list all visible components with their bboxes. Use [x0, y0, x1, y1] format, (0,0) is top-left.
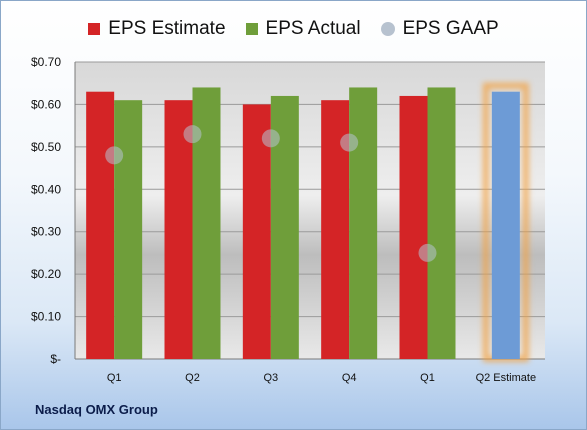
legend-label-actual: EPS Actual	[265, 18, 361, 39]
legend-item-actual: EPS Actual	[245, 18, 361, 40]
y-tick-label: $0.20	[31, 267, 61, 281]
x-tick-label: Q4	[342, 372, 357, 384]
legend-label-estimate: EPS Estimate	[108, 18, 226, 39]
plot-area	[75, 62, 545, 359]
bar-eps-actual	[349, 87, 378, 359]
y-tick-label: $0.10	[31, 310, 61, 324]
legend-item-estimate: EPS Estimate	[88, 18, 226, 40]
legend: EPS Estimate EPS Actual EPS GAAP	[0, 14, 587, 44]
source-label: Nasdaq OMX Group	[35, 402, 158, 417]
bar-eps-actual	[114, 100, 143, 359]
legend-item-gaap: EPS GAAP	[380, 18, 499, 40]
y-tick-label: $0.40	[31, 182, 61, 196]
bar-eps-actual	[427, 87, 456, 359]
legend-label-gaap: EPS GAAP	[402, 18, 499, 39]
y-tick-label: $0.60	[31, 97, 61, 111]
marker-eps-gaap	[183, 125, 202, 144]
bar-eps-estimate	[164, 100, 193, 359]
y-tick-label: $0.70	[31, 55, 61, 69]
y-tick-label: $-	[50, 352, 61, 366]
y-tick-label: $0.30	[31, 225, 61, 239]
marker-eps-gaap	[105, 146, 124, 165]
legend-swatch-estimate	[88, 23, 101, 35]
x-tick-label: Q1	[107, 372, 122, 384]
x-tick-label: Q3	[263, 372, 278, 384]
bar-eps-estimate	[399, 95, 428, 359]
legend-swatch-gaap	[380, 22, 395, 36]
marker-eps-gaap	[261, 129, 280, 148]
marker-eps-gaap	[418, 243, 437, 262]
bar-eps-estimate	[242, 104, 271, 359]
x-tick-label: Q2 Estimate	[476, 372, 537, 384]
bar-eps-estimate	[86, 91, 115, 359]
x-tick-label: Q2	[185, 372, 200, 384]
x-tick-label: Q1	[420, 372, 435, 384]
y-tick-label: $0.50	[31, 140, 61, 154]
legend-swatch-actual	[245, 23, 258, 35]
bar-q2-estimate	[491, 91, 520, 359]
marker-eps-gaap	[340, 133, 359, 152]
